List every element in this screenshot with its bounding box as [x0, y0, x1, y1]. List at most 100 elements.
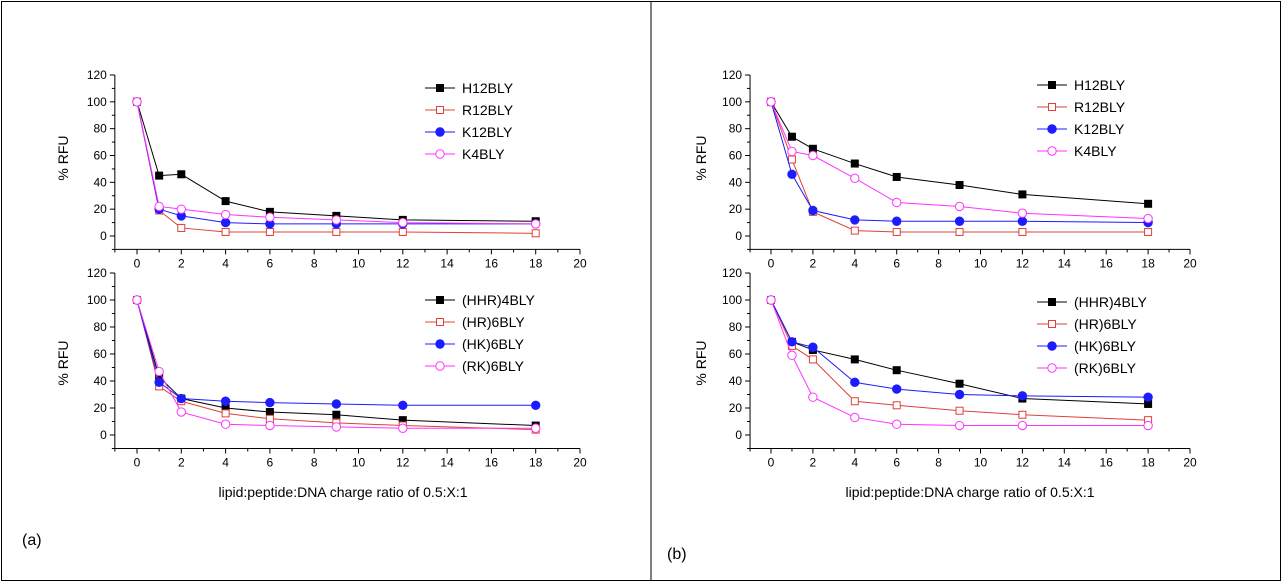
chart-b-top: 0 20 40 60 80 100 120 0 2 4 6 8 10 12 14 16 18 20 H12BLY R1… [722, 68, 1197, 270]
x-tick-label: 8 [935, 256, 942, 270]
data-point [954, 216, 965, 226]
data-point [1017, 420, 1028, 431]
data-point [892, 401, 901, 410]
x-tick-label: 0 [768, 456, 775, 470]
data-point [220, 217, 231, 228]
x-tick-label: 14 [1058, 256, 1072, 270]
data-point [787, 155, 796, 164]
x-tick-label: 4 [222, 456, 229, 470]
data-point [892, 216, 902, 226]
x-tick-label: 20 [573, 256, 587, 270]
legend-entry: (HK)6BLY [1037, 338, 1137, 354]
x-tick-label: 16 [485, 456, 499, 470]
data-point [154, 377, 164, 388]
data-point [221, 227, 230, 236]
x-tick-label: 0 [134, 256, 141, 270]
x-tick-label: 10 [352, 456, 366, 470]
legend-entry: (HR)6BLY [425, 314, 525, 330]
data-point [787, 337, 797, 347]
data-point [220, 209, 231, 220]
data-point [955, 406, 964, 415]
x-tick-label: 12 [396, 256, 410, 270]
legend-label: (HHR)4BLY [1074, 294, 1148, 310]
legend-label: K4BLY [462, 146, 505, 162]
legend-entry: (RK)6BLY [425, 358, 525, 374]
x-tick-label: 8 [935, 456, 942, 470]
legend-label: (HK)6BLY [1074, 338, 1137, 354]
legend-label: H12BLY [462, 80, 514, 96]
y-tick-label: 120 [722, 266, 742, 280]
data-point [787, 132, 796, 141]
data-point [892, 366, 901, 375]
x-tick-label: 12 [1016, 456, 1030, 470]
data-point [265, 212, 275, 222]
y-tick-label: 100 [87, 293, 107, 307]
data-point [808, 392, 818, 402]
data-point [1017, 208, 1028, 218]
y-tick-label: 80 [729, 320, 743, 334]
x-tick-label: 20 [573, 456, 587, 470]
data-point [954, 420, 965, 431]
series-K12BLY [766, 97, 1153, 228]
legend-label: (RK)6BLY [1074, 360, 1137, 376]
data-point [331, 422, 342, 432]
data-point [955, 227, 964, 236]
x-tick-label: 14 [440, 256, 454, 270]
legend-entry: (HR)6BLY [1037, 316, 1137, 332]
data-point [132, 97, 142, 107]
ylabel-a-top: % RFU [55, 135, 71, 180]
data-point [531, 400, 541, 410]
data-point [531, 229, 540, 238]
legend-marker [436, 84, 444, 92]
data-point [892, 419, 902, 429]
y-tick-label: 40 [729, 374, 743, 388]
chart-a-top: 0 20 40 60 80 100 120 0 2 4 6 8 10 12 14 16 18 20 H12BLY R1… [87, 68, 587, 270]
y-tick-label: 0 [100, 428, 107, 442]
series-line [136, 299, 536, 429]
x-tick-label: 10 [352, 256, 366, 270]
data-point [850, 215, 860, 225]
data-point [220, 419, 231, 429]
legend-entry: K4BLY [425, 146, 505, 162]
legend-label: K12BLY [1074, 121, 1125, 137]
series-H12BLY [133, 97, 540, 226]
x-tick-label: 10 [974, 256, 988, 270]
y-tick-label: 60 [93, 347, 107, 361]
y-tick-label: 60 [729, 149, 743, 163]
x-tick-label: 6 [267, 456, 274, 470]
panel-label-b: (b) [667, 546, 687, 563]
data-point [1143, 420, 1153, 431]
data-point [1144, 227, 1153, 236]
data-point [221, 197, 230, 206]
x-tick-label: 8 [311, 256, 318, 270]
data-point [787, 350, 797, 361]
x-tick-label: 18 [1141, 456, 1155, 470]
series-line [770, 101, 1149, 220]
ylabel-b-bottom: % RFU [693, 340, 709, 385]
data-point [850, 377, 860, 388]
data-point [398, 400, 408, 410]
legend-marker [1048, 320, 1056, 328]
data-point [1144, 199, 1153, 208]
data-point [1018, 410, 1027, 419]
data-point [176, 204, 187, 214]
ylabel-b-top: % RFU [693, 135, 709, 180]
x-tick-label: 2 [810, 256, 817, 270]
legend-label: (HHR)4BLY [462, 292, 536, 308]
x-tick-label: 16 [485, 256, 499, 270]
legend-marker [436, 106, 444, 114]
series-H12BLY [767, 97, 1153, 208]
x-tick-label: 12 [1016, 256, 1030, 270]
data-point [531, 219, 541, 229]
legend-label: (HK)6BLY [462, 336, 525, 352]
legend-label: R12BLY [462, 102, 514, 118]
data-point [766, 295, 776, 305]
x-tick-label: 20 [1183, 256, 1197, 270]
legend-marker [1047, 124, 1057, 134]
y-tick-label: 80 [93, 320, 107, 334]
data-point [892, 197, 902, 208]
legend-label: (HR)6BLY [462, 314, 525, 330]
x-tick-label: 6 [267, 256, 274, 270]
